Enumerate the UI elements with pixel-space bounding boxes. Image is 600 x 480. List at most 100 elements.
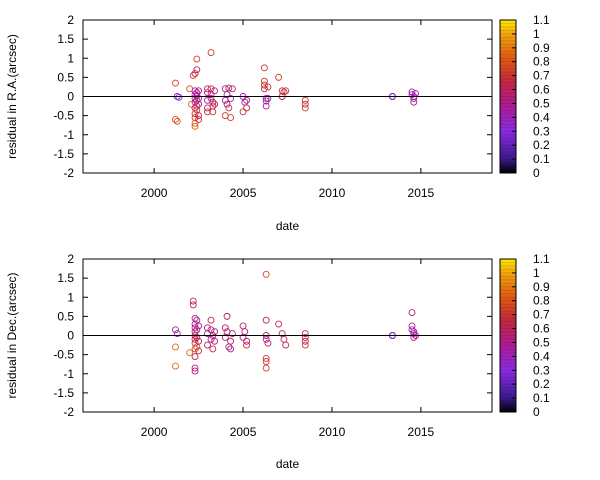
y-tick-label: -0.5 xyxy=(53,109,74,123)
data-point xyxy=(260,85,268,93)
data-point xyxy=(280,88,288,96)
y-axis-label: residual in Dec.(arcsec) xyxy=(5,272,19,398)
y-tick-label: -1 xyxy=(63,367,74,381)
data-point xyxy=(189,301,197,309)
data-point xyxy=(282,87,290,95)
colorbar-tick-label: 1.1 xyxy=(533,252,550,266)
dec-residual-panel: -2 -1.5 -1 -0.5 0 0.5 1 1.5 2 2000 2005 2010 2015 r… xyxy=(5,252,550,471)
colorbar-tick-label: 0.5 xyxy=(533,335,550,349)
data-point xyxy=(410,330,418,338)
data-point xyxy=(223,312,231,320)
y-tick-label: 1 xyxy=(67,51,74,65)
data-point xyxy=(221,324,229,332)
data-point xyxy=(211,87,219,95)
y-tick-label: 0 xyxy=(67,329,74,343)
y-tick-label: 1.5 xyxy=(57,271,74,285)
data-point xyxy=(410,333,418,341)
data-point xyxy=(193,102,201,110)
data-point xyxy=(239,108,247,116)
data-point xyxy=(280,335,288,343)
colorbar-tick-label: 0.3 xyxy=(533,363,550,377)
data-point xyxy=(301,100,309,108)
data-point xyxy=(262,355,270,362)
x-tick-label: 2005 xyxy=(230,186,257,200)
data-point xyxy=(209,98,217,106)
data-point xyxy=(243,337,251,345)
data-point xyxy=(262,335,270,343)
data-point xyxy=(195,87,203,95)
ra-residual-panel: -2 -1.5 -1 -0.5 0 0.5 1 1.5 2 2000 2005 2010 2015 r… xyxy=(5,13,550,233)
x-tick-label: 2005 xyxy=(230,425,257,439)
data-point xyxy=(191,335,199,343)
x-tick-label: 2015 xyxy=(408,425,435,439)
colorbar-tick-label: 0.1 xyxy=(533,391,550,405)
colorbar-tick-label: 0.6 xyxy=(533,83,550,97)
y-tick-label: 0.5 xyxy=(57,309,74,323)
colorbar-tick-label: 0.4 xyxy=(533,349,550,363)
colorbar-tick-label: 0.2 xyxy=(533,377,550,391)
colorbar-tick-label: 0.3 xyxy=(533,124,550,138)
colorbar-tick-label: 0 xyxy=(533,405,540,419)
data-point xyxy=(227,94,235,102)
colorbar-tick-label: 0.6 xyxy=(533,322,550,336)
data-point xyxy=(262,270,270,278)
data-point xyxy=(207,94,215,102)
data-point xyxy=(228,85,236,93)
data-point xyxy=(209,345,217,353)
data-point xyxy=(173,117,181,125)
data-point xyxy=(193,333,201,341)
data-point xyxy=(223,91,231,99)
data-point xyxy=(264,339,272,347)
data-point xyxy=(211,100,219,108)
data-point xyxy=(207,49,215,56)
colorbar-tick-label: 1 xyxy=(533,266,540,280)
colorbar xyxy=(499,19,517,174)
data-point xyxy=(301,337,309,345)
data-point xyxy=(172,362,179,370)
colorbar-tick-label: 1 xyxy=(533,27,540,41)
x-tick-label: 2000 xyxy=(141,186,168,200)
y-tick-label: -1 xyxy=(63,128,74,142)
data-point xyxy=(204,89,211,97)
data-point xyxy=(191,324,199,332)
y-axis-label: residual in R.A.(arcsec) xyxy=(5,34,19,159)
colorbar-tick-label: 0.4 xyxy=(533,110,550,124)
data-point xyxy=(193,55,201,63)
colorbar-tick-label: 0.8 xyxy=(533,294,550,308)
data-point xyxy=(175,93,183,101)
x-tick-label: 2000 xyxy=(141,425,168,439)
y-tick-label: 0 xyxy=(67,90,74,104)
data-point xyxy=(275,320,283,328)
data-point xyxy=(301,104,309,112)
data-point xyxy=(191,339,199,347)
x-axis-label: date xyxy=(276,457,300,471)
colorbar xyxy=(499,258,517,413)
data-point xyxy=(262,364,270,372)
data-point xyxy=(207,91,215,99)
data-point xyxy=(195,347,203,355)
y-tick-label: 0.5 xyxy=(57,70,74,84)
colorbar-tick-label: 0.9 xyxy=(533,41,550,55)
data-point xyxy=(301,341,309,349)
data-point xyxy=(211,337,219,345)
data-point xyxy=(211,328,219,336)
data-point xyxy=(239,322,247,330)
data-point xyxy=(172,343,179,351)
colorbar-tick-label: 0.2 xyxy=(533,138,550,152)
data-point xyxy=(243,96,251,104)
data-point xyxy=(209,108,217,116)
data-point xyxy=(204,85,211,93)
data-point xyxy=(227,345,235,353)
data-point xyxy=(173,330,181,338)
data-point xyxy=(243,104,251,112)
data-point xyxy=(191,353,199,360)
data-point xyxy=(225,84,233,92)
x-tick-label: 2010 xyxy=(319,425,346,439)
data-point xyxy=(262,94,270,102)
data-point xyxy=(262,358,270,365)
x-tick-label: 2010 xyxy=(319,186,346,200)
data-point xyxy=(228,330,236,338)
x-axis-ticks: 2000 2005 2010 2015 xyxy=(141,20,435,200)
y-tick-label: 2 xyxy=(67,13,74,27)
